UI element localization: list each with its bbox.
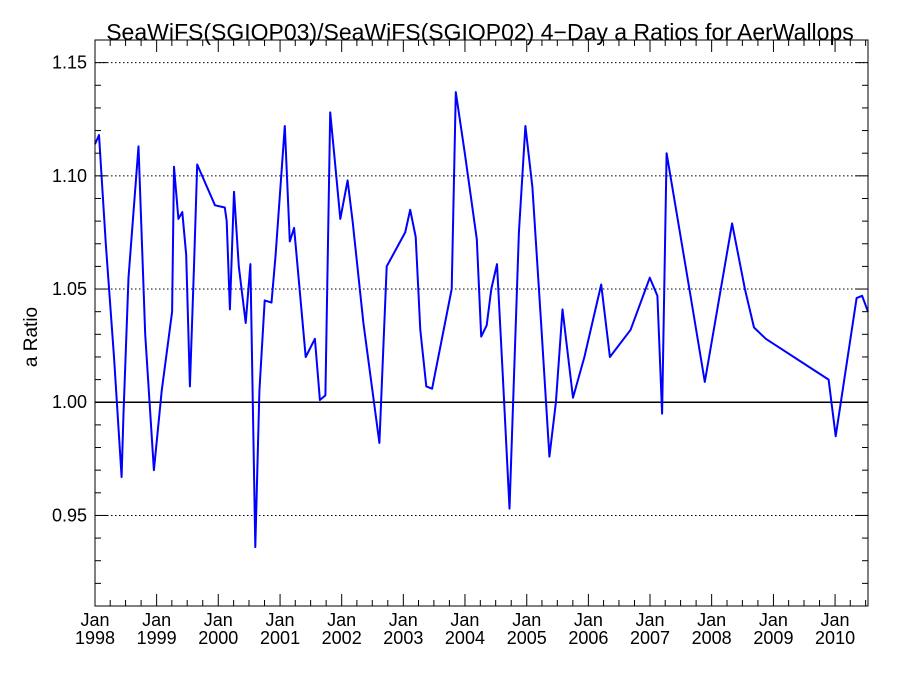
plot-frame xyxy=(94,39,869,607)
y-tick-label: 1.15 xyxy=(52,53,87,73)
x-tick-year: 2002 xyxy=(322,628,362,648)
x-tick-year: 2007 xyxy=(630,628,670,648)
y-axis-label: a Ratio xyxy=(21,307,42,367)
y-axis: 0.95 1.00 1.05 1.10 1.15 xyxy=(52,39,868,607)
x-tick-year: 2009 xyxy=(753,628,793,648)
data-series xyxy=(94,91,869,549)
series-line xyxy=(94,91,869,549)
x-tick-year: 1999 xyxy=(137,628,177,648)
grid-lines xyxy=(95,62,868,516)
x-tick-year: 2001 xyxy=(260,628,300,648)
x-tick-month: Jan xyxy=(512,610,541,630)
x-tick-year: 2005 xyxy=(507,628,547,648)
x-tick-month: Jan xyxy=(697,610,726,630)
x-tick-month: Jan xyxy=(266,610,295,630)
x-tick-year: 2003 xyxy=(383,628,423,648)
x-tick-year: 1998 xyxy=(75,628,115,648)
x-tick-month: Jan xyxy=(450,610,479,630)
y-tick-label: 1.05 xyxy=(52,279,87,299)
x-tick-month: Jan xyxy=(327,610,356,630)
y-tick-label: 1.10 xyxy=(52,166,87,186)
x-tick-year: 2004 xyxy=(445,628,485,648)
x-tick-year: 2010 xyxy=(815,628,855,648)
x-tick-month: Jan xyxy=(204,610,233,630)
x-tick-month: Jan xyxy=(821,610,850,630)
y-tick-label: 0.95 xyxy=(52,505,87,525)
x-tick-year: 2000 xyxy=(198,628,238,648)
x-tick-month: Jan xyxy=(574,610,603,630)
x-tick-year: 2006 xyxy=(568,628,608,648)
x-tick-month: Jan xyxy=(80,610,109,630)
x-tick-year: 2008 xyxy=(692,628,732,648)
x-tick-month: Jan xyxy=(142,610,171,630)
x-tick-month: Jan xyxy=(389,610,418,630)
x-axis: Jan1998Jan1999Jan2000Jan2001Jan2002Jan20… xyxy=(75,40,867,648)
y-tick-label: 1.00 xyxy=(52,392,87,412)
x-tick-month: Jan xyxy=(759,610,788,630)
x-tick-month: Jan xyxy=(635,610,664,630)
